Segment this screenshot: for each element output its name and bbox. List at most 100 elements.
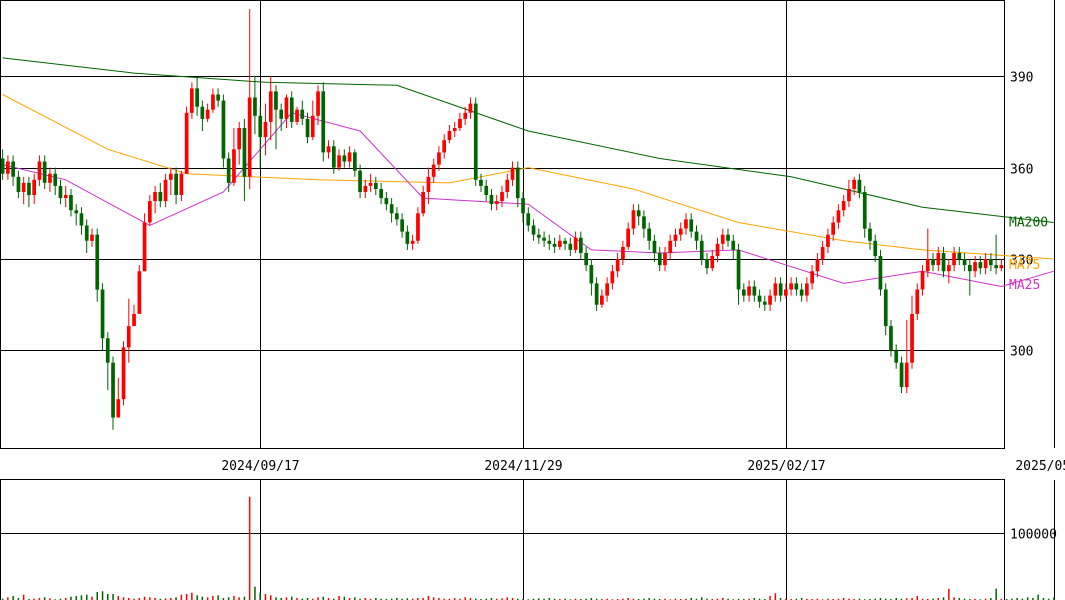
volume-bar — [154, 598, 156, 600]
candle-body — [148, 201, 152, 223]
volume-bar — [974, 598, 976, 600]
candle-body — [337, 155, 341, 168]
volume-bar — [327, 598, 330, 600]
volume-bar — [632, 598, 635, 600]
volume-bar — [606, 598, 608, 600]
volume-bar — [80, 595, 83, 600]
volume-bar — [1026, 597, 1029, 600]
candle-body — [810, 271, 814, 284]
candle-body — [989, 259, 993, 266]
volume-bar — [143, 596, 146, 600]
candle-body — [79, 213, 84, 226]
volume-bar — [848, 598, 850, 600]
candle-body — [48, 173, 52, 183]
candle-body — [868, 228, 872, 241]
volume-panel-frame — [0, 479, 1005, 600]
volume-bar — [695, 598, 698, 600]
volume-bar — [464, 597, 466, 600]
price-tick-label: 390 — [1010, 71, 1033, 86]
candle-body — [74, 210, 79, 214]
volume-bar — [390, 598, 393, 600]
volume-bars — [1, 496, 1055, 600]
candle-body — [757, 295, 762, 302]
volume-bar — [595, 598, 598, 600]
volume-bar — [548, 598, 551, 600]
candle-body — [494, 201, 499, 205]
candle-body — [836, 210, 841, 223]
candle-body — [694, 231, 699, 241]
candle-body — [710, 256, 715, 269]
candle-body — [931, 259, 935, 266]
volume-bar — [758, 598, 761, 600]
candle-body — [678, 228, 683, 235]
candle-body — [305, 118, 310, 138]
candle-body — [799, 289, 804, 296]
volume-bar — [238, 597, 240, 600]
candle-body — [542, 237, 546, 241]
volume-bar — [1047, 598, 1050, 600]
volume-bar — [685, 598, 687, 600]
volume-bar — [101, 591, 104, 600]
candle-body — [247, 97, 252, 177]
candle-body — [410, 240, 415, 244]
candle-body — [742, 289, 746, 296]
candle-body — [505, 179, 510, 192]
volume-bar — [469, 598, 472, 600]
candle-body — [936, 253, 941, 266]
volume-bar — [369, 598, 372, 600]
candle-body — [379, 189, 383, 199]
candle-body — [232, 149, 236, 183]
moving-average-labels: MA200 MA75 MA25 — [1009, 215, 1048, 293]
price-gridlines — [0, 0, 1055, 448]
candle-body — [384, 198, 389, 205]
ma-label: MA200 — [1009, 215, 1048, 230]
candle-body — [558, 240, 562, 247]
candle-body — [37, 161, 42, 180]
candle-body — [21, 182, 26, 192]
candle-body — [847, 189, 851, 202]
volume-bar — [306, 598, 309, 600]
volume-bar — [65, 598, 67, 600]
volume-bar — [453, 598, 456, 600]
candle-body — [263, 121, 268, 138]
candle-body — [652, 240, 657, 253]
candle-body — [925, 259, 930, 272]
volume-bar — [496, 598, 498, 600]
volume-bar — [627, 598, 629, 600]
candle-body — [589, 265, 594, 284]
volume-bar — [911, 598, 913, 600]
candle-body — [437, 152, 441, 165]
candle-body — [347, 152, 352, 162]
volume-bar — [984, 598, 987, 600]
candle-body — [952, 253, 956, 266]
candle-body — [631, 210, 636, 229]
date-tick-label: 2024/09/17 — [221, 459, 299, 474]
candle-body — [242, 128, 247, 177]
candle-body — [6, 161, 10, 174]
candle-body — [610, 271, 615, 284]
volume-bar — [900, 598, 903, 600]
candle-body — [353, 152, 357, 171]
volume-bar — [1011, 598, 1013, 600]
candle-body — [784, 289, 788, 296]
candle-body — [852, 179, 856, 189]
volume-bar — [538, 598, 540, 600]
volume-bar — [506, 597, 508, 600]
volume-bar — [990, 598, 992, 600]
candle-body — [621, 246, 625, 260]
candle-body — [747, 286, 751, 296]
candle-body — [736, 249, 741, 290]
volume-gridlines — [0, 480, 1055, 600]
volume-bar — [338, 596, 340, 600]
candle-body — [163, 179, 168, 202]
volume-bar — [180, 594, 183, 600]
candle-body — [657, 253, 662, 266]
candle-body — [794, 283, 799, 290]
volume-bar — [921, 598, 924, 600]
volume-bar — [585, 598, 587, 600]
volume-bar — [133, 598, 135, 600]
volume-bar — [117, 596, 119, 600]
candle-body — [994, 265, 998, 269]
ma-label: MA25 — [1009, 278, 1040, 293]
volume-bar — [417, 598, 419, 600]
